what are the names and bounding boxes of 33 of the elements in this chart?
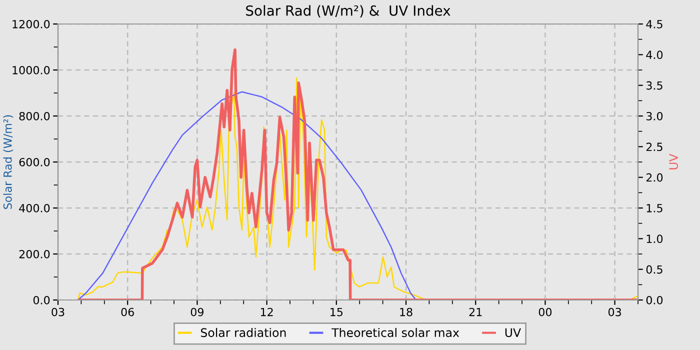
y2-tick-label: 2.5 xyxy=(646,142,662,152)
y2-tick-label: 4.5 xyxy=(646,20,662,28)
legend-label: Solar radiation xyxy=(200,328,286,338)
y2-tick-label: 3.0 xyxy=(646,112,663,120)
y-tick-label: 200.0 xyxy=(19,250,50,258)
x-tick-label: 06 xyxy=(121,308,134,316)
y-tick-label: 1200.0 xyxy=(12,20,50,28)
y-tick-label: 800.0 xyxy=(19,112,50,120)
line-series xyxy=(77,91,417,300)
y2-axis-title: UV xyxy=(669,154,678,170)
x-tick-label: 03 xyxy=(52,308,64,316)
y-tick-label: 600.0 xyxy=(19,158,50,166)
y2-tick-label: 4.0 xyxy=(646,50,663,60)
y-tick-label: 1000.0 xyxy=(12,66,50,74)
y2-tick-label: 0.5 xyxy=(646,265,662,274)
y-axis-title: Solar Rad (W/m²) xyxy=(3,115,14,209)
y2-tick-label: 1.5 xyxy=(646,204,662,212)
x-tick-label: 12 xyxy=(260,308,273,316)
x-tick-label: 09 xyxy=(190,308,204,316)
x-tick-label: 18 xyxy=(400,308,412,316)
legend-label: Theoretical solar max xyxy=(332,328,460,338)
legend-label: UV xyxy=(505,328,521,338)
y-tick-label: 0.0 xyxy=(33,296,50,304)
x-tick-label: 03 xyxy=(608,308,621,316)
x-tick-label: 15 xyxy=(330,308,342,316)
y2-tick-label: 3.5 xyxy=(646,81,662,90)
y-tick-label: 400.0 xyxy=(19,204,50,212)
chart-title: Solar Rad (W/m²) & UV Index xyxy=(246,5,450,18)
y2-tick-label: 1.0 xyxy=(646,234,663,244)
x-tick-label: 21 xyxy=(469,308,482,316)
y2-tick-label: 0.0 xyxy=(646,296,663,304)
x-tick-label: 00 xyxy=(538,308,552,316)
y2-tick-label: 2.0 xyxy=(646,173,663,182)
